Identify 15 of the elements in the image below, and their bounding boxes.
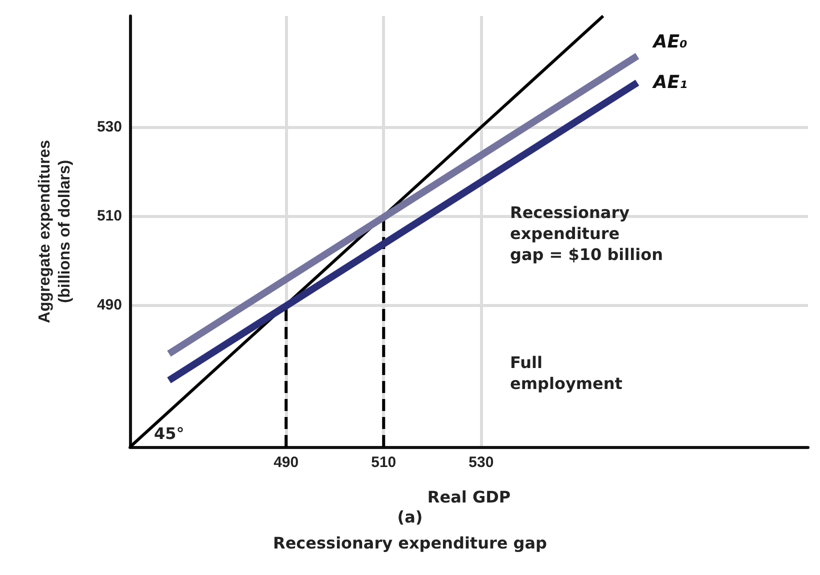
annotation: Recessionary expenditure gap = $10 billion <box>510 203 663 264</box>
annotation: Full employment <box>510 353 623 393</box>
y-tick-label: 510 <box>96 207 122 224</box>
x-tick-label: 530 <box>468 454 494 471</box>
x-axis-title: Real GDP <box>427 488 511 506</box>
y-tick-label: 530 <box>96 118 122 136</box>
series-label: AE₀ <box>651 31 688 52</box>
y-axis-title: Aggregate expenditures (billions of dollars) <box>36 140 74 324</box>
x-tick-label: 490 <box>274 454 299 471</box>
y-tick-label: 490 <box>96 296 122 314</box>
x-tick-label: 510 <box>371 454 396 471</box>
series-label: AE₁ <box>651 72 688 94</box>
text: Recessionary expenditure gap <box>273 534 547 552</box>
text: (a) <box>397 508 423 526</box>
annotation: 45° <box>154 424 184 443</box>
